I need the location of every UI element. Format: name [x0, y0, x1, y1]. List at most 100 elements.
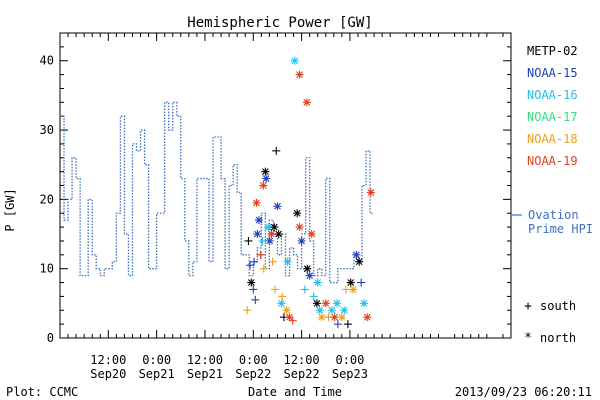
symbol-legend: + south * north [524, 299, 576, 346]
north-point [297, 236, 306, 245]
north-point [282, 306, 291, 315]
north-point [366, 188, 375, 197]
north-point [253, 230, 262, 239]
x-tick-label-time: 12:00 [90, 353, 126, 367]
south-point [244, 236, 253, 245]
north-point [317, 313, 326, 322]
north-point [302, 98, 311, 107]
legend-entry: NOAA-15 [527, 66, 578, 80]
y-axis-label: P [GW] [3, 188, 17, 231]
north-point [305, 271, 314, 280]
north-point [270, 223, 279, 232]
ovation-series-line [60, 101, 375, 284]
south-point [251, 295, 260, 304]
north-point [363, 313, 372, 322]
x-tick-label-time: 0:00 [239, 353, 268, 367]
symbol-legend-marker: * [524, 331, 532, 346]
legend-entry: NOAA-17 [527, 110, 578, 124]
north-point [273, 202, 282, 211]
north-point [262, 174, 271, 183]
chart-title: Hemispheric Power [GW] [187, 15, 372, 31]
x-tick-label-date: Sep21 [187, 367, 223, 381]
x-tick-label-date: Sep22 [235, 367, 271, 381]
south-point [343, 320, 352, 329]
north-point [303, 264, 312, 273]
x-tick-label-date: Sep20 [90, 367, 126, 381]
ovation-legend: Ovation Prime HPI [512, 208, 593, 236]
north-point [295, 223, 304, 232]
north-point [290, 56, 299, 65]
y-axis: 0 10 20 30 40 [40, 46, 511, 345]
legend-entry: NOAA-18 [527, 132, 578, 146]
north-point [261, 167, 270, 176]
x-tick-label-time: 0:00 [142, 353, 171, 367]
south-point [272, 146, 281, 155]
south-point [341, 285, 350, 294]
north-point [321, 299, 330, 308]
x-tick-label-date: Sep22 [284, 367, 320, 381]
north-point [313, 278, 322, 287]
north-point [283, 257, 292, 266]
north-point [360, 299, 369, 308]
ovation-legend-label-2: Prime HPI [528, 222, 593, 236]
legend-entry: NOAA-16 [527, 88, 578, 102]
south-point [268, 257, 277, 266]
y-tick-label: 20 [40, 192, 54, 206]
symbol-legend-marker: + [524, 299, 532, 314]
south-point [249, 285, 258, 294]
symbol-legend-label: north [540, 331, 576, 345]
x-tick-label-date: Sep23 [332, 367, 368, 381]
south-point [246, 261, 255, 270]
north-point [352, 250, 361, 259]
north-point [330, 313, 339, 322]
plot-frame [59, 32, 512, 339]
north-point [295, 70, 304, 79]
x-tick-label-time: 12:00 [187, 353, 223, 367]
symbol-legend-label: south [540, 299, 576, 313]
legend-entry: NOAA-19 [527, 154, 578, 168]
north-point [293, 209, 302, 218]
y-tick-label: 40 [40, 54, 54, 68]
north-point [315, 306, 324, 315]
legend: METP-02 NOAA-15 NOAA-16 NOAA-17 NOAA-18 NOAA-… [527, 44, 578, 168]
y-tick-label: 10 [40, 262, 54, 276]
south-point [288, 316, 297, 325]
south-point [300, 285, 309, 294]
north-point [340, 306, 349, 315]
north-point [337, 313, 346, 322]
x-axis-label: Date and Time [248, 385, 342, 399]
north-point [333, 299, 342, 308]
south-point [258, 236, 267, 245]
north-point [252, 198, 261, 207]
south-point [309, 292, 318, 301]
x-tick-label-time: 12:00 [284, 353, 320, 367]
north-point [355, 257, 364, 266]
footer-timestamp: 2013/09/23 06:20:11 [455, 385, 592, 399]
x-tick-label-time: 0:00 [335, 353, 364, 367]
south-point [250, 257, 259, 266]
north-point [274, 230, 283, 239]
south-point [278, 292, 287, 301]
north-point [259, 181, 268, 190]
south-point [357, 278, 366, 287]
satellite-points [243, 56, 375, 329]
north-point [267, 230, 276, 239]
ovation-legend-label-1: Ovation [528, 208, 579, 222]
north-point [247, 278, 256, 287]
north-point [265, 236, 274, 245]
south-point [256, 250, 265, 259]
north-point [346, 278, 355, 287]
legend-entry: METP-02 [527, 44, 578, 58]
y-tick-label: 30 [40, 123, 54, 137]
south-point [243, 306, 252, 315]
south-point [271, 285, 280, 294]
north-point [327, 306, 336, 315]
y-tick-label: 0 [47, 331, 54, 345]
south-point [333, 320, 342, 329]
north-point [277, 299, 286, 308]
north-point [307, 230, 316, 239]
north-point [349, 285, 358, 294]
x-tick-label-date: Sep21 [139, 367, 175, 381]
north-point [312, 299, 321, 308]
